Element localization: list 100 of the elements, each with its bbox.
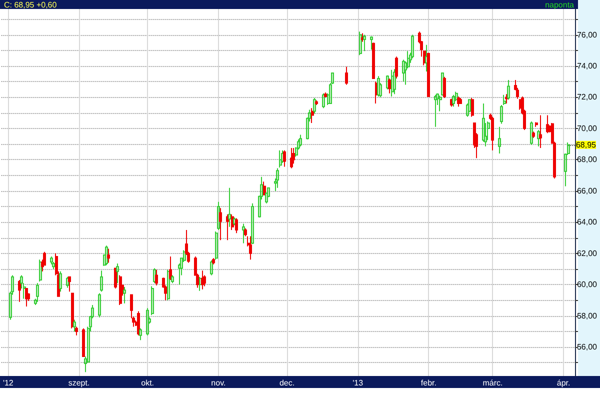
candlestick [219, 208, 222, 241]
candlestick [226, 214, 229, 241]
candlestick [116, 263, 119, 284]
candlestick [25, 288, 28, 308]
candlestick [89, 315, 92, 332]
candlestick [105, 245, 108, 266]
candlestick [212, 258, 215, 265]
candlestick [59, 270, 62, 292]
candlestick [322, 92, 325, 109]
candlestick [450, 98, 453, 108]
candlestick [114, 268, 117, 290]
candlestick [146, 308, 149, 336]
candlestick [201, 270, 204, 290]
candlestick [107, 248, 110, 264]
candlestick [228, 187, 231, 228]
candlestick [404, 60, 407, 86]
candlestick [263, 181, 266, 196]
annotation: 68,95 [576, 140, 597, 150]
candlestick [324, 92, 327, 98]
candlestick [9, 291, 12, 320]
candlestick [34, 298, 37, 306]
candlestick [36, 282, 39, 302]
candlestick [308, 109, 311, 122]
candlestick [183, 250, 186, 262]
candlestick [203, 274, 206, 287]
candlestick [363, 34, 366, 52]
candlestick [452, 94, 455, 108]
candlestick [425, 44, 428, 72]
candlestick [68, 276, 71, 292]
candlestick [395, 56, 398, 79]
candlestick [388, 78, 391, 94]
candlestick [210, 260, 213, 276]
candlestick [331, 72, 334, 84]
candlestick [20, 274, 23, 290]
candlestick [537, 130, 540, 147]
y-tick-label: 68,00 [576, 155, 598, 164]
candlestick [315, 100, 318, 106]
candlestick [407, 50, 410, 69]
candlestick [372, 42, 375, 79]
y-tick-label: 56,00 [576, 342, 598, 352]
candlestick [491, 116, 494, 151]
x-tick-label: dec. [279, 378, 295, 388]
candlestick [75, 326, 78, 336]
candlestick [73, 319, 76, 332]
candlestick [370, 36, 373, 50]
x-tick-label: márc. [482, 378, 503, 388]
candlestick [468, 99, 471, 113]
x-tick-label: okt. [141, 378, 154, 388]
candlestick [23, 282, 26, 300]
candlestick [409, 52, 412, 64]
candlestick [167, 269, 170, 301]
candlestick [52, 261, 55, 270]
y-tick-label: 74,00 [576, 62, 598, 70]
candlestick [434, 94, 437, 128]
y-tick-label: 70,00 [576, 124, 598, 133]
candlestick [91, 304, 94, 319]
candlestick [402, 59, 405, 82]
candlestick [292, 147, 295, 164]
y-tick-label: 60,00 [576, 280, 598, 290]
candlestick [505, 94, 508, 104]
x-tick-label: febr. [420, 378, 436, 388]
candlestick [242, 223, 245, 244]
candlestick [39, 259, 42, 282]
candlestick [123, 286, 126, 304]
candlestick [455, 91, 458, 102]
candlestick [427, 52, 430, 97]
candlestick [50, 256, 53, 265]
candlestick [359, 31, 362, 56]
candlestick [393, 68, 396, 95]
candlestick [439, 95, 442, 112]
candlestick [258, 195, 261, 218]
x-tick-label: '12 [2, 378, 14, 388]
candlestick [539, 114, 542, 148]
candlestick [375, 81, 378, 104]
y-tick-label: 76,00 [576, 30, 598, 40]
candlestick [471, 98, 474, 118]
y-tick-label: 58,00 [576, 311, 598, 320]
candlestick [180, 258, 183, 276]
candlestick [265, 192, 268, 204]
candlestick [459, 98, 462, 104]
candlestick [119, 274, 122, 306]
candlestick [299, 134, 302, 147]
candlestick [231, 214, 234, 230]
candlestick [379, 82, 382, 98]
candlestick [178, 263, 181, 286]
candlestick [535, 122, 538, 128]
candlestick [169, 256, 172, 280]
candlestick [345, 66, 348, 86]
candlestick [215, 231, 218, 260]
candlestick [532, 131, 535, 138]
candlestick [482, 102, 485, 142]
candlestick [295, 146, 298, 158]
chart-subtitle: naponta [545, 0, 575, 10]
candlestick [290, 147, 293, 169]
x-tick-label: '13 [352, 378, 364, 388]
candlestick [507, 80, 510, 100]
candlestick [487, 120, 490, 141]
y-tick-label: 66,00 [576, 186, 598, 196]
candlestick [11, 274, 14, 296]
candlestick [217, 201, 220, 230]
